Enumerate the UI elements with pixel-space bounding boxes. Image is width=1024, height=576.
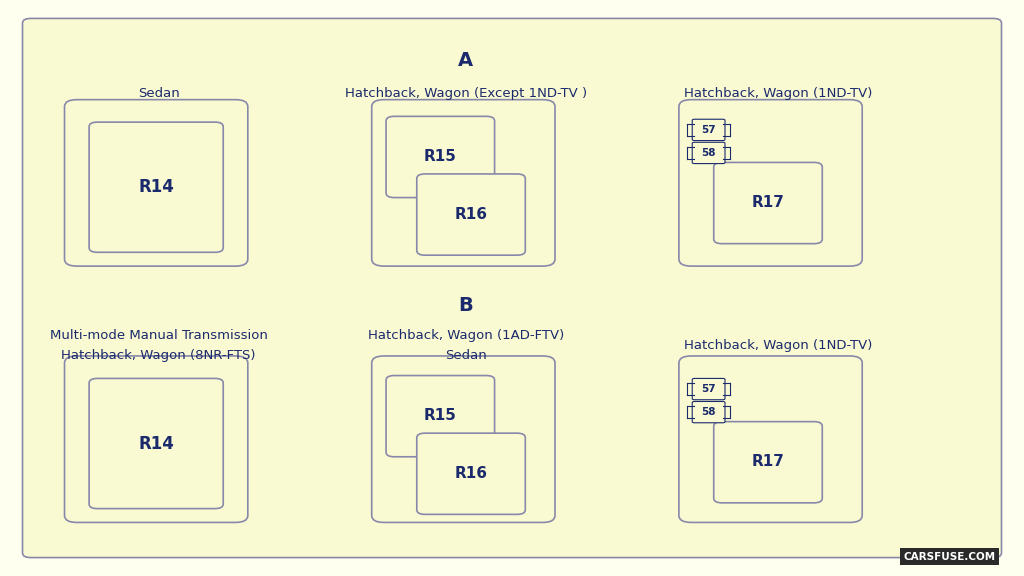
Text: R16: R16 (455, 466, 487, 481)
Text: R16: R16 (455, 207, 487, 222)
Text: R14: R14 (138, 178, 174, 196)
FancyBboxPatch shape (386, 116, 495, 198)
Text: R17: R17 (752, 195, 784, 210)
Text: Hatchback, Wagon (1ND-TV): Hatchback, Wagon (1ND-TV) (684, 339, 872, 352)
Text: Hatchback, Wagon (Except 1ND-TV ): Hatchback, Wagon (Except 1ND-TV ) (345, 87, 587, 100)
Text: R15: R15 (424, 149, 457, 164)
FancyBboxPatch shape (417, 433, 525, 514)
FancyBboxPatch shape (65, 100, 248, 266)
FancyBboxPatch shape (692, 142, 725, 164)
FancyBboxPatch shape (89, 122, 223, 252)
Text: Hatchback, Wagon (1ND-TV): Hatchback, Wagon (1ND-TV) (684, 87, 872, 100)
FancyBboxPatch shape (714, 162, 822, 244)
FancyBboxPatch shape (692, 378, 725, 400)
FancyBboxPatch shape (692, 401, 725, 423)
Text: Hatchback, Wagon (8NR-FTS): Hatchback, Wagon (8NR-FTS) (61, 350, 256, 362)
Text: CARSFUSE.COM: CARSFUSE.COM (903, 552, 995, 562)
Text: 58: 58 (701, 407, 716, 417)
Text: Sedan: Sedan (445, 350, 486, 362)
FancyBboxPatch shape (372, 356, 555, 522)
FancyBboxPatch shape (679, 356, 862, 522)
Text: B: B (459, 296, 473, 314)
FancyBboxPatch shape (65, 356, 248, 522)
FancyBboxPatch shape (714, 422, 822, 503)
Text: Hatchback, Wagon (1AD-FTV): Hatchback, Wagon (1AD-FTV) (368, 329, 564, 342)
FancyBboxPatch shape (417, 174, 525, 255)
Text: A: A (459, 51, 473, 70)
Text: 58: 58 (701, 148, 716, 158)
Text: R15: R15 (424, 408, 457, 423)
Text: 57: 57 (701, 125, 716, 135)
FancyBboxPatch shape (23, 18, 1001, 558)
FancyBboxPatch shape (89, 378, 223, 509)
Text: R14: R14 (138, 434, 174, 453)
FancyBboxPatch shape (386, 376, 495, 457)
Text: Sedan: Sedan (138, 87, 179, 100)
Text: R17: R17 (752, 454, 784, 469)
Text: 57: 57 (701, 384, 716, 394)
FancyBboxPatch shape (372, 100, 555, 266)
Text: Multi-mode Manual Transmission: Multi-mode Manual Transmission (50, 329, 267, 342)
FancyBboxPatch shape (692, 119, 725, 141)
FancyBboxPatch shape (679, 100, 862, 266)
